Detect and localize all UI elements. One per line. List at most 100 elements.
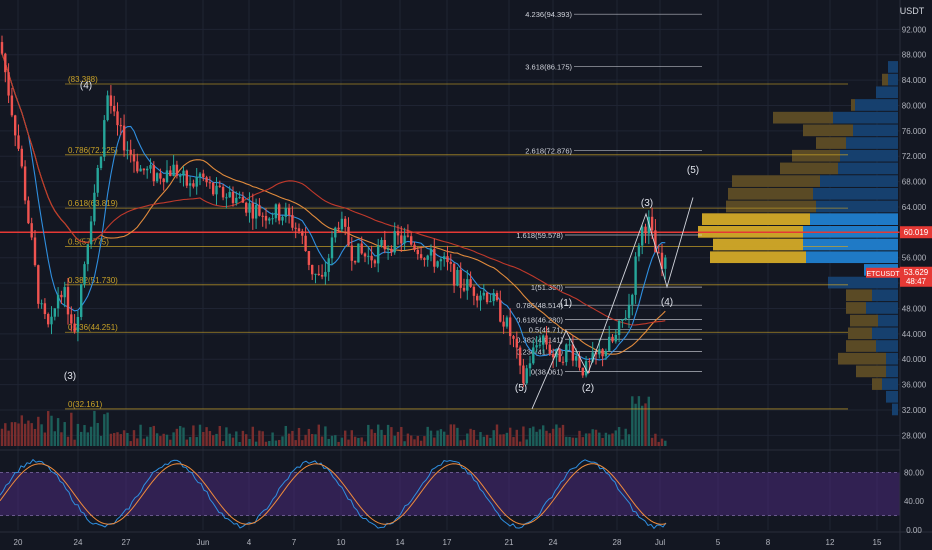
ma-fast [1,53,666,361]
currency-label: USDT [900,6,925,16]
candle-body [225,197,228,199]
symbol-tag-text: ETCUSDT [866,271,900,278]
candle-body [373,260,377,264]
candle-body [63,287,66,298]
candle-body [202,173,205,178]
volume-bar [482,436,485,446]
volume-bar [172,432,175,446]
volume-bar [142,438,146,446]
volume-bar [505,432,509,446]
candle-body [377,245,380,264]
volume-bar [344,430,347,446]
volume-bar [495,424,499,446]
candle-body [14,115,17,136]
volume-bar [314,434,317,446]
candle-body [452,263,456,286]
time-tick: 20 [14,538,23,547]
volume-bar [614,430,617,446]
volume-bar [575,437,578,446]
volume-bar [182,427,185,446]
vp-bar-gold [848,327,872,340]
volume-bar [89,426,93,446]
candle-body [627,304,631,318]
vp-bar-gold [702,213,810,225]
candle-body [522,365,525,384]
volume-bar [617,427,621,446]
candle-body [60,294,63,298]
candle-body [317,273,320,275]
time-tick: 8 [766,538,771,547]
volume-bar [228,433,231,446]
elliott-waves: (4) (3) (5) (1) (2) (3) (4) (5) [64,81,699,410]
volume-bar [304,434,307,446]
fib-label-right: 0(38.061) [531,367,564,376]
price-tick: 48.000 [902,304,927,313]
volume-bar [446,434,449,446]
candle-body [149,165,152,169]
volume-bar [436,430,439,446]
time-tick: 27 [122,538,131,547]
price-tick: 92.000 [902,25,927,34]
volume-bar [132,430,136,446]
candle-body [215,185,218,195]
candle-body [485,292,489,303]
candle-body [139,168,142,172]
vp-bar-blue [813,187,898,200]
volume-bar [330,435,334,446]
volume-bar [459,440,462,446]
volume-bar [664,440,667,446]
volume-bar [212,435,215,446]
volume-bar [14,422,17,446]
red-level-tag [900,226,932,239]
candle-body [353,260,357,263]
candle-body [518,347,522,366]
candle-body [291,215,294,228]
candle-body [390,248,393,253]
volume-bar [93,410,96,446]
volume-bar [320,436,324,446]
price-tick: 88.000 [902,51,927,60]
candle-body [631,294,634,305]
candle-body [274,204,278,219]
candle-body [159,173,162,179]
candle-body [307,251,311,265]
vp-bar-gold [816,137,846,149]
candle-body [10,95,14,116]
volume-bar [198,424,202,446]
volume-bar [122,430,126,446]
volume-bar [162,433,165,446]
volume-bar [360,437,363,446]
volume-bar [50,415,53,446]
volume-bar [76,423,80,446]
fib-label-right: 1.618(59.578) [516,231,563,240]
volume-bar [317,424,320,446]
volume-bar [456,427,459,446]
vp-bar-gold [732,175,820,187]
wave-path [531,197,694,410]
volume-bar [551,428,555,446]
vp-bar-gold [728,187,813,200]
volume-bar [327,438,330,446]
vp-bar-gold [838,352,886,365]
candle-body [185,170,188,186]
candle-body [406,235,410,237]
candle-body [304,235,307,252]
vp-bar-blue [838,162,898,175]
candle-body [396,231,400,236]
volume-bar [218,426,221,446]
vp-bar-gold [803,124,853,137]
volume-bar [400,426,403,446]
candle-body [634,256,637,295]
volume-bar [657,441,660,446]
volume-bar [179,426,182,446]
volume-bar [287,433,291,446]
volume-bar [202,431,205,446]
volume-bar [621,439,624,446]
price-tick: 84.000 [902,76,927,85]
candle-body [499,300,502,322]
candle-body [53,308,56,317]
candle-body [284,207,287,217]
candle-body [248,203,251,213]
